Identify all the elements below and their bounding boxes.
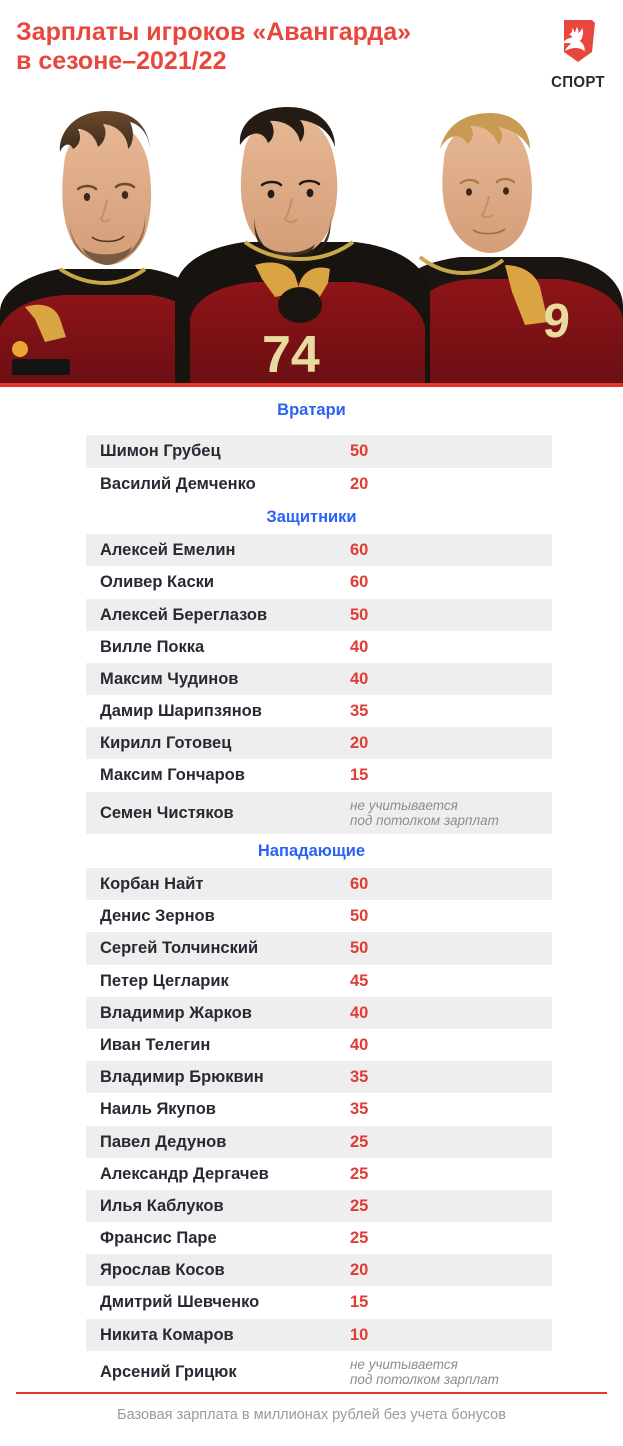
svg-text:9: 9	[542, 295, 571, 348]
svg-text:74: 74	[262, 326, 320, 384]
